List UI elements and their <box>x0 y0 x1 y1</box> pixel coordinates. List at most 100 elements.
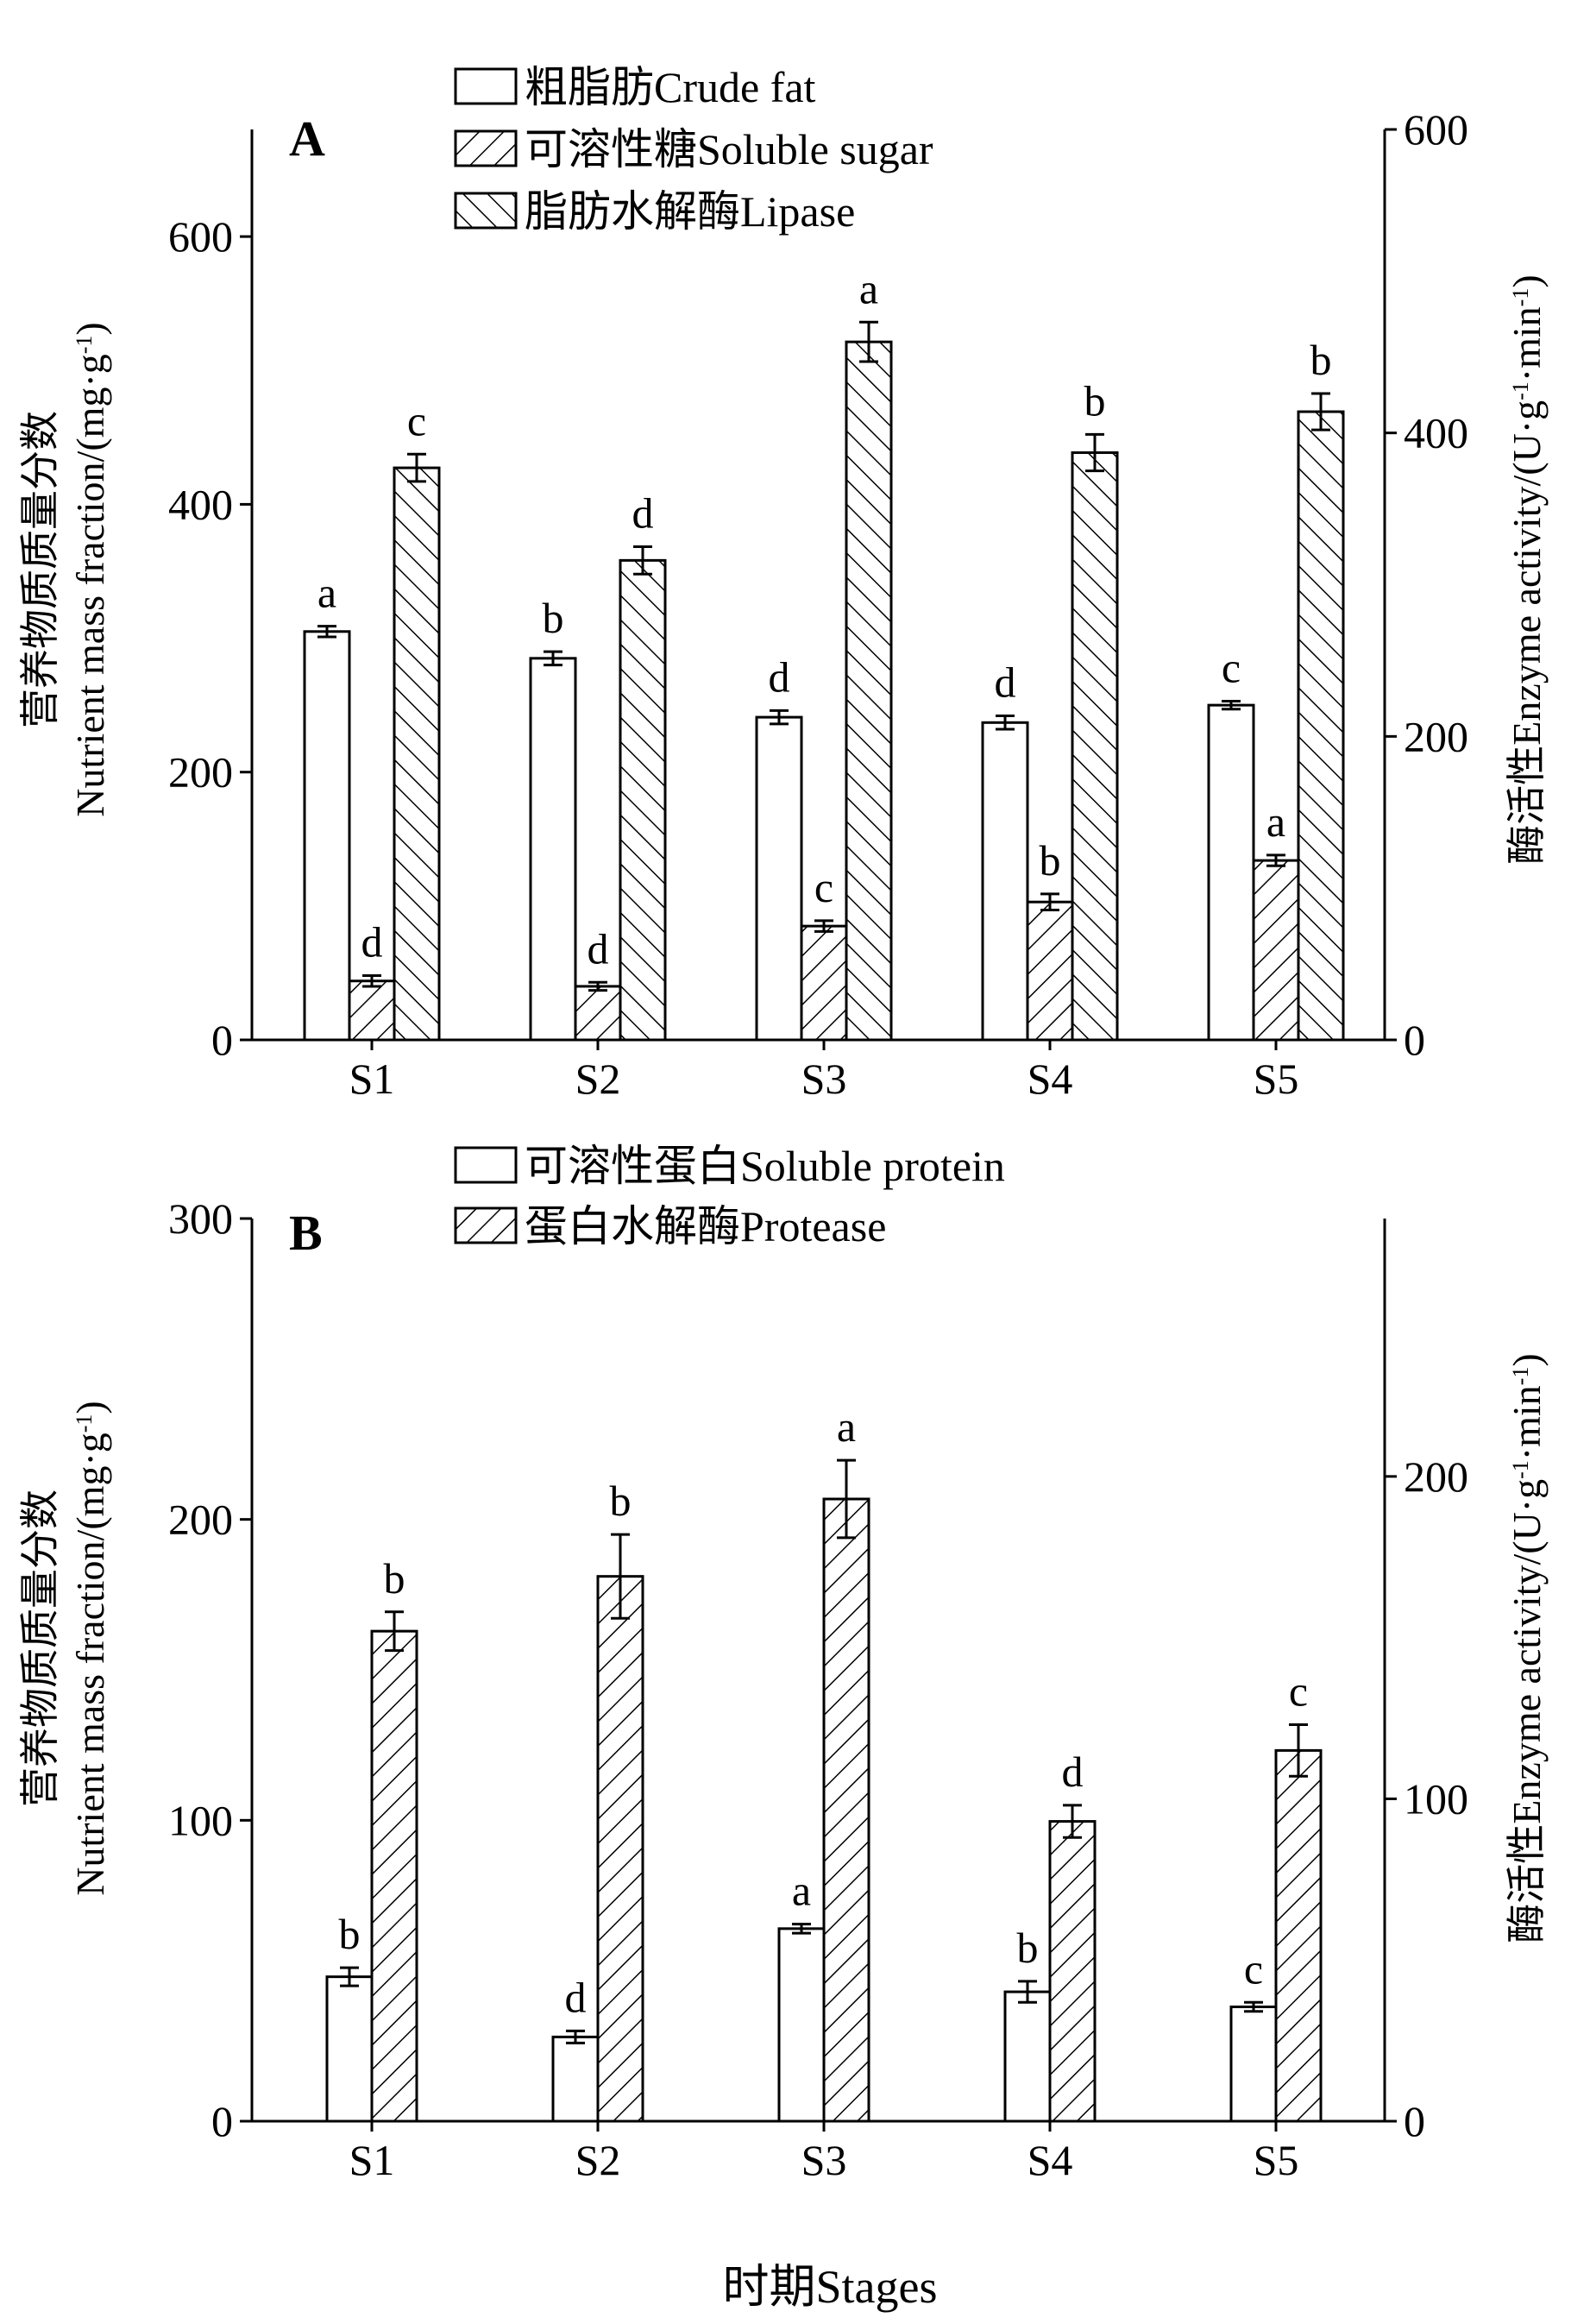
legend-swatch-lipase <box>456 193 516 228</box>
left-axis-title-en: Nutrient mass fraction/(mg·g-1) <box>68 322 112 817</box>
right-axis-title: 酶活性Enzyme activity/(U·g-1·min-1) <box>1505 274 1549 864</box>
significance-letter: b <box>543 594 564 642</box>
bar-crude-fat <box>983 722 1028 1040</box>
significance-letter: a <box>317 569 336 617</box>
significance-letter: b <box>384 1554 405 1603</box>
bar-lipase <box>1072 453 1117 1040</box>
right-axis-title-min: ·min <box>1505 306 1549 381</box>
significance-letter: c <box>1244 1944 1263 1993</box>
left-axis-title-zh: 营养物质质量分数 <box>18 1490 62 1807</box>
panel-a: A 0 200 400 600 0 200 400 600 S1 a d c S2 b d d S3 d c a S4 d… <box>18 63 1549 1103</box>
legend-label-crude-fat: 粗脂肪Crude fat <box>525 63 816 111</box>
bar-crude-fat <box>1209 705 1254 1040</box>
bar-protease <box>1276 1750 1321 2121</box>
panel-b: B 01002003000100200S1bbS2dbS3aaS4bdS5cc … <box>18 1142 1549 2184</box>
left-tick-label: 200 <box>168 1496 233 1544</box>
significance-letter: b <box>1017 1924 1039 1972</box>
legend-label-protease: 蛋白水解酶Protease <box>525 1202 886 1250</box>
right-tick-label: 100 <box>1404 1774 1468 1823</box>
left-tick-label: 100 <box>168 1796 233 1844</box>
panel-b-right-axis-title: 酶活性Enzyme activity/(U·g-1·min-1) <box>1505 1353 1549 1943</box>
right-tick-label: 0 <box>1404 1016 1425 1064</box>
category-label: S5 <box>1254 1055 1299 1103</box>
panel-b-plot: 0 100 200 300 0 100 200 S1 b b S2 d b S3 a a S4 b d S5 c c <box>168 1194 1468 2184</box>
right-tick-label: 0 <box>1404 2097 1425 2145</box>
bar-lipase <box>394 468 439 1040</box>
right-axis-title-exponent-2: -1 <box>1508 288 1533 307</box>
legend-item-protease: 蛋白水解酶Protease <box>456 1202 886 1250</box>
panel-b-left-axis-title: 营养物质质量分数 Nutrient mass fraction/(mg·g-1) <box>18 1401 112 1896</box>
significance-letter: d <box>995 658 1016 707</box>
category-label: S3 <box>801 1055 847 1103</box>
figure: A 02004006000200400600S1adcS2bddS3dcaS4d… <box>0 0 1590 2324</box>
bar-protease <box>372 1631 417 2121</box>
significance-letter: d <box>1062 1748 1084 1796</box>
legend-swatch-soluble-sugar <box>456 131 516 166</box>
bar-soluble-protein <box>1005 1992 1050 2121</box>
right-axis-title-main: 酶活性Enzyme activity/(U·g <box>1505 400 1549 865</box>
legend-swatch-protease <box>456 1208 516 1243</box>
significance-letter: b <box>1310 336 1332 384</box>
right-tick-label: 200 <box>1404 1452 1468 1501</box>
panel-label-b: B <box>289 1205 323 1261</box>
category-label: S4 <box>1028 1055 1073 1103</box>
left-tick-label: 0 <box>211 1016 233 1064</box>
significance-letter: a <box>792 1867 811 1915</box>
bar-soluble-protein <box>779 1929 824 2121</box>
panel-a-plot: 0 200 400 600 0 200 400 600 S1 a d c S2 b d d S3 d c a S4 d b b… <box>168 105 1468 1103</box>
bar-protease <box>1050 1822 1095 2121</box>
significance-letter: b <box>1040 836 1061 885</box>
left-axis-title-close: ) <box>68 322 112 335</box>
significance-letter: d <box>769 652 790 701</box>
legend-item-soluble-protein: 可溶性蛋白Soluble protein <box>456 1142 1005 1190</box>
panel-label-a: A <box>289 110 325 167</box>
legend-label-soluble-protein: 可溶性蛋白Soluble protein <box>525 1142 1005 1190</box>
legend-label-lipase: 脂肪水解酶Lipase <box>525 187 855 236</box>
significance-letter: d <box>588 924 609 973</box>
significance-letter: c <box>1289 1667 1308 1716</box>
category-label: S1 <box>349 2136 395 2184</box>
significance-letter: c <box>814 863 833 911</box>
significance-letter: a <box>859 264 878 312</box>
right-tick-label: 400 <box>1404 409 1468 457</box>
significance-letter: b <box>339 1910 361 1958</box>
left-axis-title-zh: 营养物质质量分数 <box>18 411 62 728</box>
bar-soluble-protein <box>327 1977 372 2121</box>
bar-protease <box>598 1577 643 2121</box>
panel-a-legend: 粗脂肪Crude fat 可溶性糖Soluble sugar 脂肪水解酶Lipa… <box>456 63 933 236</box>
category-label: S2 <box>575 1055 621 1103</box>
left-axis-title-close: ) <box>68 1401 112 1414</box>
bar-lipase <box>620 560 665 1040</box>
bar-soluble-protein <box>1231 2007 1276 2121</box>
right-axis-title: 酶活性Enzyme activity/(U·g-1·min-1) <box>1505 1353 1549 1943</box>
bar-protease <box>824 1499 869 2121</box>
bar-soluble-sugar <box>801 926 846 1040</box>
right-axis-title-close: ) <box>1505 1353 1549 1366</box>
significance-letter: d <box>565 1973 587 2021</box>
bar-crude-fat <box>757 717 801 1040</box>
left-tick-label: 200 <box>168 748 233 797</box>
legend-item-soluble-sugar: 可溶性糖Soluble sugar <box>456 125 933 173</box>
left-axis-title-en: Nutrient mass fraction/(mg·g-1) <box>68 1401 112 1896</box>
right-axis-title-exponent-1: -1 <box>1508 1460 1533 1479</box>
significance-letter: a <box>837 1402 856 1451</box>
significance-letter: c <box>1222 643 1241 691</box>
left-tick-label: 0 <box>211 2097 233 2145</box>
right-axis-title-min: ·min <box>1505 1385 1549 1460</box>
panel-a-right-axis-title: 酶活性Enzyme activity/(U·g-1·min-1) <box>1505 274 1549 864</box>
left-tick-label: 400 <box>168 480 233 528</box>
significance-letter: b <box>610 1477 632 1525</box>
significance-letter: c <box>407 396 426 444</box>
legend-swatch-crude-fat <box>456 69 516 104</box>
right-axis-title-exponent-2: -1 <box>1508 1367 1533 1386</box>
bar-lipase <box>846 342 891 1040</box>
left-tick-label: 300 <box>168 1194 233 1243</box>
right-axis-title-main: 酶活性Enzyme activity/(U·g <box>1505 1479 1549 1943</box>
bar-soluble-sugar <box>575 986 620 1040</box>
bar-soluble-sugar <box>1254 860 1298 1040</box>
x-axis-title: 时期Stages <box>723 2261 938 2313</box>
bar-soluble-sugar <box>1028 902 1072 1040</box>
significance-letter: d <box>361 918 383 967</box>
left-axis-title-main: Nutrient mass fraction/(mg·g <box>68 1433 112 1896</box>
left-axis-title-main: Nutrient mass fraction/(mg·g <box>68 354 112 817</box>
